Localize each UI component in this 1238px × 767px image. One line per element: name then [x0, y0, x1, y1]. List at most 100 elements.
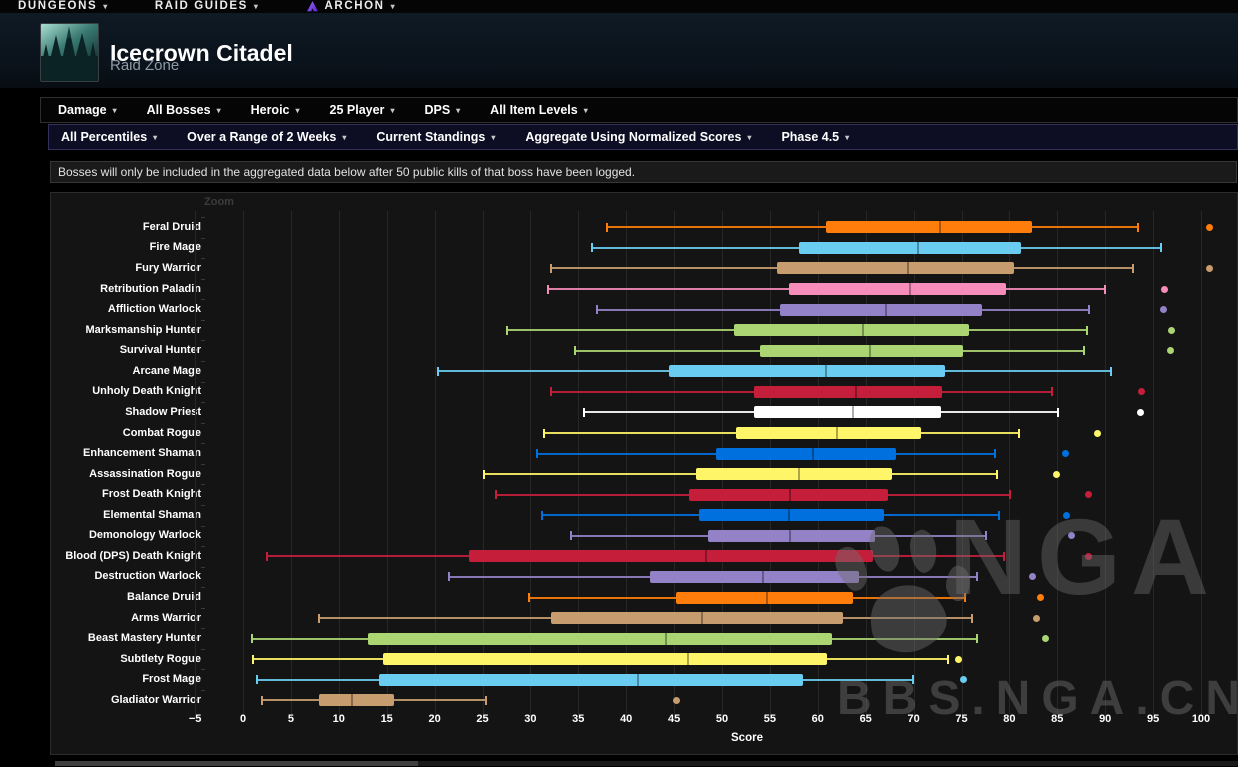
- x-tick-label: 15: [380, 713, 393, 725]
- chevron-down-icon: ▾: [342, 132, 347, 142]
- whisker-cap: [317, 613, 320, 623]
- y-axis-tick: [201, 484, 205, 486]
- gridline: [386, 211, 388, 717]
- outlier-dot: [1036, 594, 1044, 601]
- filter-dropdown-all-bosses[interactable]: All Bosses ▾: [147, 103, 221, 117]
- outlier-dot: [1084, 491, 1092, 499]
- nav-item-raid-guides[interactable]: RAID GUIDES ▾: [155, 0, 260, 13]
- filter-dropdown-over-a-range-of-2-weeks[interactable]: Over a Range of 2 Weeks ▾: [187, 130, 346, 144]
- x-tick-label: 65: [859, 713, 872, 725]
- whisker-cap: [1057, 407, 1060, 417]
- nav-item-archon[interactable]: ARCHON ▾: [306, 0, 397, 13]
- x-tick-label: 85: [1051, 713, 1064, 725]
- dropdown-label: Aggregate Using Normalized Scores: [525, 130, 742, 144]
- filter-dropdown-dps[interactable]: DPS ▾: [424, 103, 460, 117]
- outlier-dot: [1042, 635, 1050, 643]
- chevron-down-icon: ▾: [491, 132, 496, 142]
- filter-dropdown-damage[interactable]: Damage ▾: [58, 103, 117, 117]
- category-label: Gladiator Warrior: [110, 693, 201, 706]
- nav-item-dungeons[interactable]: DUNGEONS ▾: [18, 0, 109, 13]
- boxplot-box: [736, 427, 922, 439]
- filter-dropdown-all-item-levels[interactable]: All Item Levels ▾: [490, 103, 588, 117]
- y-axis-tick: [201, 504, 205, 506]
- y-axis-tick: [201, 648, 205, 650]
- boxplot-median: [686, 653, 689, 666]
- whisker-cap: [947, 654, 950, 664]
- boxplot-median: [917, 241, 920, 254]
- gridline: [722, 211, 723, 717]
- x-tick-label: 80: [1003, 713, 1016, 725]
- gridline: [530, 211, 532, 717]
- boxplot-box: [650, 570, 859, 583]
- gridline: [1105, 211, 1107, 717]
- category-label: Shadow Priest: [125, 405, 201, 418]
- whisker-cap: [975, 572, 978, 582]
- outlier-dot: [1206, 264, 1214, 272]
- zoom-hint-label: Zoom: [204, 196, 234, 208]
- outlier-dot: [955, 655, 963, 663]
- x-tick-label: 70: [907, 713, 920, 725]
- outlier-dot: [1094, 429, 1101, 437]
- category-label: Arms Warrior: [131, 611, 201, 624]
- boxplot-median: [704, 550, 707, 563]
- whisker-cap: [506, 325, 509, 335]
- whisker-cap: [606, 222, 608, 232]
- filter-dropdown-heroic[interactable]: Heroic ▾: [251, 103, 300, 117]
- boxplot-box: [367, 632, 833, 645]
- whisker-cap: [549, 387, 552, 397]
- boxplot-plot-area[interactable]: [191, 211, 1233, 717]
- boxplot-box: [696, 468, 893, 481]
- y-axis-tick: [201, 690, 205, 691]
- boxplot-median: [636, 673, 639, 686]
- boxplot-box: [753, 385, 943, 398]
- filter-dropdown-phase-4-5[interactable]: Phase 4.5 ▾: [781, 130, 849, 144]
- category-label: Elemental Shaman: [103, 508, 201, 521]
- category-label: Feral Druid: [142, 220, 201, 233]
- whisker-cap: [583, 407, 585, 417]
- dropdown-label: Heroic: [250, 103, 290, 117]
- x-tick-label: 25: [476, 713, 489, 725]
- gridline: [1201, 211, 1202, 717]
- gridline: [961, 211, 963, 717]
- whisker-cap: [536, 449, 539, 458]
- outlier-dot: [1061, 450, 1069, 457]
- boxplot-box: [707, 529, 876, 542]
- boxplot-median: [351, 694, 354, 707]
- whisker-cap: [995, 469, 998, 479]
- nav-item-label: ARCHON: [324, 0, 385, 12]
- whisker-cap: [1050, 387, 1053, 397]
- y-axis-tick: [201, 361, 205, 362]
- boxplot-median: [861, 324, 864, 337]
- boxplot-median: [939, 221, 942, 234]
- outlier-dot: [959, 676, 967, 684]
- x-tick-label: 60: [811, 713, 824, 725]
- filter-dropdown-current-standings[interactable]: Current Standings ▾: [376, 130, 495, 144]
- boxplot-box: [760, 344, 964, 357]
- filter-dropdown-all-percentiles[interactable]: All Percentiles ▾: [61, 130, 157, 144]
- y-axis-tick: [201, 607, 205, 609]
- category-label: Enhancement Shaman: [83, 447, 201, 459]
- outlier-dot: [1137, 408, 1145, 416]
- boxplot-box: [798, 241, 1021, 254]
- chevron-down-icon: ▾: [390, 105, 395, 115]
- nav-item-label: DUNGEONS: [18, 0, 98, 12]
- gridline: [1153, 211, 1155, 717]
- gridline: [434, 211, 436, 717]
- filter-toolbar-primary: Damage ▾ All Bosses ▾ Heroic ▾ 25 Player ▾ DPS ▾ A…: [40, 97, 1238, 123]
- chevron-down-icon: ▾: [112, 105, 117, 115]
- x-tick-label: 20: [428, 713, 441, 725]
- outlier-dot: [1052, 470, 1060, 478]
- zone-header: Icecrown Citadel Raid Zone: [0, 13, 1238, 88]
- category-label: Survival Hunter: [119, 344, 201, 357]
- filter-dropdown-25-player[interactable]: 25 Player ▾: [330, 103, 395, 117]
- dropdown-label: All Bosses: [146, 103, 211, 117]
- chevron-down-icon: ▾: [295, 105, 300, 115]
- whisker-cap: [1136, 222, 1139, 232]
- y-axis-tick: [201, 340, 205, 342]
- next-section-edge: [55, 761, 418, 766]
- whisker-cap: [1009, 490, 1012, 500]
- whisker-cap: [549, 263, 552, 273]
- filter-dropdown-aggregate-using-normalized-scores[interactable]: Aggregate Using Normalized Scores ▾: [525, 130, 751, 144]
- whisker-cap: [590, 243, 593, 253]
- x-tick-label: 75: [955, 713, 968, 725]
